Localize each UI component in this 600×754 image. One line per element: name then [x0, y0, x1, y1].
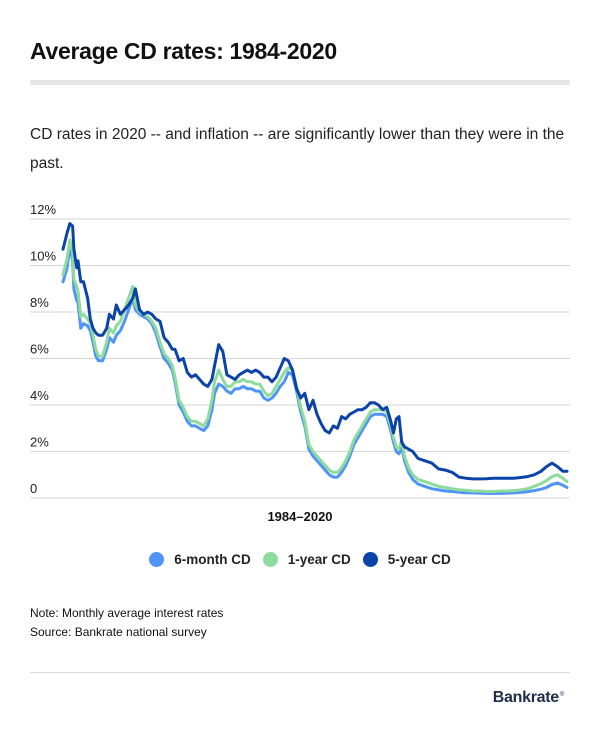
- chart-subtitle: CD rates in 2020 -- and inflation -- are…: [30, 126, 565, 172]
- legend-label: 5-year CD: [387, 552, 451, 567]
- y-tick-label: 8%: [30, 295, 49, 310]
- series-lines: [61, 222, 569, 495]
- bankrate-logo: Bankrate®: [492, 689, 565, 707]
- legend-item-6-month-cd: 6-month CD: [149, 552, 251, 567]
- y-tick-label: 2%: [30, 435, 49, 450]
- y-tick-label: 0: [30, 481, 37, 496]
- gridlines: [30, 218, 570, 499]
- footer-divider: [30, 672, 570, 673]
- legend-swatch-icon: [149, 552, 165, 567]
- title-divider: [30, 80, 570, 85]
- y-tick-label: 6%: [30, 342, 49, 357]
- logo-text: Bankrate: [492, 689, 559, 706]
- legend-swatch-icon: [362, 552, 378, 567]
- footnote-note: Note: Monthly average interest rates: [30, 606, 224, 620]
- legend-item-1-year-cd: 1-year CD: [262, 552, 351, 567]
- series-line-6-month-cd: [61, 245, 569, 495]
- legend-label: 6-month CD: [174, 552, 251, 567]
- y-tick-label: 10%: [30, 249, 56, 264]
- series-line-5-year-cd: [61, 222, 569, 481]
- chart-title: Average CD rates: 1984-2020: [30, 38, 337, 64]
- legend-swatch-icon: [262, 552, 278, 567]
- line-chart: 0 2% 4% 6% 8% 10% 12% 1984–2020: [30, 202, 570, 524]
- series-line-1-year-cd: [61, 238, 569, 493]
- y-tick-label: 4%: [30, 388, 49, 403]
- y-axis-tick-labels: 0 2% 4% 6% 8% 10% 12%: [30, 202, 56, 496]
- footnote-source: Source: Bankrate national survey: [30, 625, 207, 639]
- x-axis-label: 1984–2020: [267, 509, 332, 524]
- registered-mark: ®: [559, 692, 564, 698]
- legend-label: 1-year CD: [287, 552, 351, 567]
- chart-legend: 6-month CD 1-year CD 5-year CD: [0, 552, 600, 567]
- legend-item-5-year-cd: 5-year CD: [362, 552, 451, 567]
- y-tick-label: 12%: [30, 202, 56, 217]
